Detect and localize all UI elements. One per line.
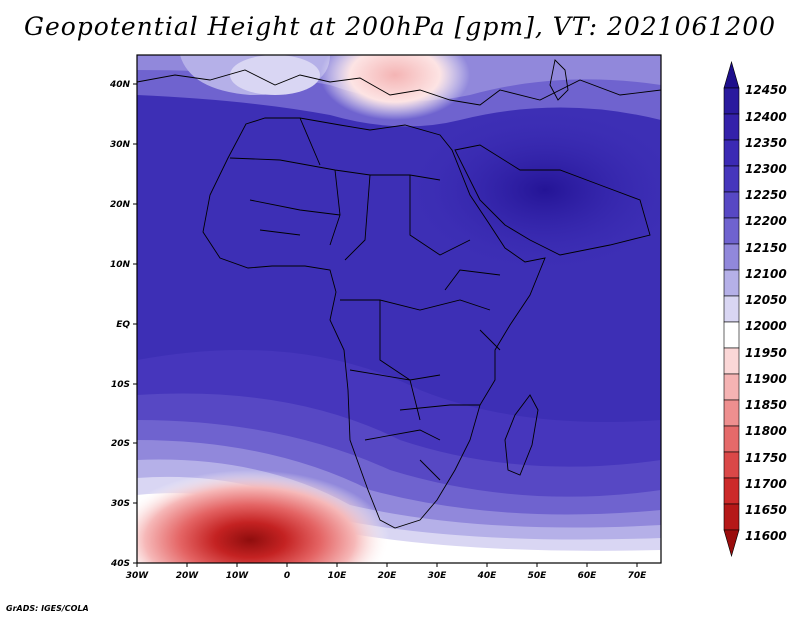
colorbar-cell bbox=[723, 139, 740, 167]
colorbar-label: 11850 bbox=[745, 398, 787, 412]
geopotential-field bbox=[137, 55, 661, 563]
colorbar-label: 12450 bbox=[745, 83, 787, 97]
colorbar-label: 12200 bbox=[745, 214, 787, 228]
colorbar-label: 11900 bbox=[745, 372, 787, 386]
colorbar-cell bbox=[723, 321, 740, 349]
colorbar-label: 11700 bbox=[745, 477, 787, 491]
colorbar-labels: 12450 12400 12350 12300 12250 12200 1215… bbox=[745, 83, 787, 543]
lon-label: 70E bbox=[628, 571, 648, 581]
colorbar-label: 12000 bbox=[745, 319, 787, 333]
colorbar-label: 12050 bbox=[745, 293, 787, 307]
lon-label: 20E bbox=[378, 571, 398, 581]
lat-label: 10S bbox=[111, 380, 130, 390]
longitude-labels: 30W 20W 10W 0 10E 20E 30E 40E 50E 60E 70… bbox=[126, 571, 647, 581]
lon-label: 30W bbox=[126, 571, 150, 581]
latitude-labels: 40N 30N 20N 10N EQ 10S 20S 30S 40S bbox=[109, 80, 131, 569]
footer-credit: GrADS: IGES/COLA bbox=[6, 604, 89, 613]
lon-label: 20W bbox=[176, 571, 200, 581]
chart-title: Geopotential Height at 200hPa [gpm], VT:… bbox=[23, 12, 777, 41]
lon-label: 10W bbox=[226, 571, 250, 581]
colorbar-cell bbox=[723, 425, 740, 453]
colorbar-cell bbox=[723, 347, 740, 375]
country-borders bbox=[137, 59, 661, 529]
lat-label: 10N bbox=[110, 260, 131, 270]
lon-label: 0 bbox=[284, 571, 290, 581]
colorbar-cells bbox=[723, 60, 740, 558]
colorbar-label: 11800 bbox=[745, 424, 787, 438]
lat-label: 40S bbox=[110, 559, 130, 569]
colorbar-cell bbox=[723, 373, 740, 401]
lon-label: 40E bbox=[477, 571, 498, 581]
lat-label: EQ bbox=[116, 320, 130, 330]
colorbar: 12450 12400 12350 12300 12250 12200 1215… bbox=[723, 60, 787, 558]
colorbar-label: 12100 bbox=[745, 267, 787, 281]
colorbar-label: 11650 bbox=[745, 503, 787, 517]
colorbar-cell bbox=[723, 60, 740, 89]
colorbar-label: 12400 bbox=[745, 110, 787, 124]
colorbar-label: 11600 bbox=[745, 529, 787, 543]
colorbar-label: 11950 bbox=[745, 346, 787, 360]
colorbar-cell bbox=[723, 269, 740, 297]
colorbar-cell bbox=[723, 503, 740, 531]
colorbar-cell bbox=[723, 399, 740, 427]
lat-label: 40N bbox=[109, 80, 131, 90]
map-frame bbox=[133, 54, 662, 567]
colorbar-cell bbox=[723, 87, 740, 115]
lat-label: 30S bbox=[111, 499, 130, 509]
lat-label: 20N bbox=[110, 200, 131, 210]
lat-label: 30N bbox=[110, 140, 131, 150]
lat-label: 20S bbox=[111, 439, 130, 449]
colorbar-cell bbox=[723, 243, 740, 271]
lon-label: 50E bbox=[528, 571, 548, 581]
colorbar-label: 12350 bbox=[745, 136, 787, 150]
colorbar-label: 12250 bbox=[745, 188, 787, 202]
colorbar-cell bbox=[723, 191, 740, 219]
colorbar-cell bbox=[723, 451, 740, 479]
colorbar-label: 12300 bbox=[745, 162, 787, 176]
lon-label: 30E bbox=[428, 571, 448, 581]
colorbar-label: 12150 bbox=[745, 241, 787, 255]
colorbar-cell bbox=[723, 113, 740, 141]
colorbar-cell bbox=[723, 529, 740, 558]
colorbar-cell bbox=[723, 165, 740, 193]
colorbar-cell bbox=[723, 217, 740, 245]
lon-label: 10E bbox=[328, 571, 348, 581]
colorbar-label: 11750 bbox=[745, 451, 787, 465]
colorbar-cell bbox=[723, 477, 740, 505]
lon-label: 60E bbox=[578, 571, 598, 581]
colorbar-cell bbox=[723, 295, 740, 323]
